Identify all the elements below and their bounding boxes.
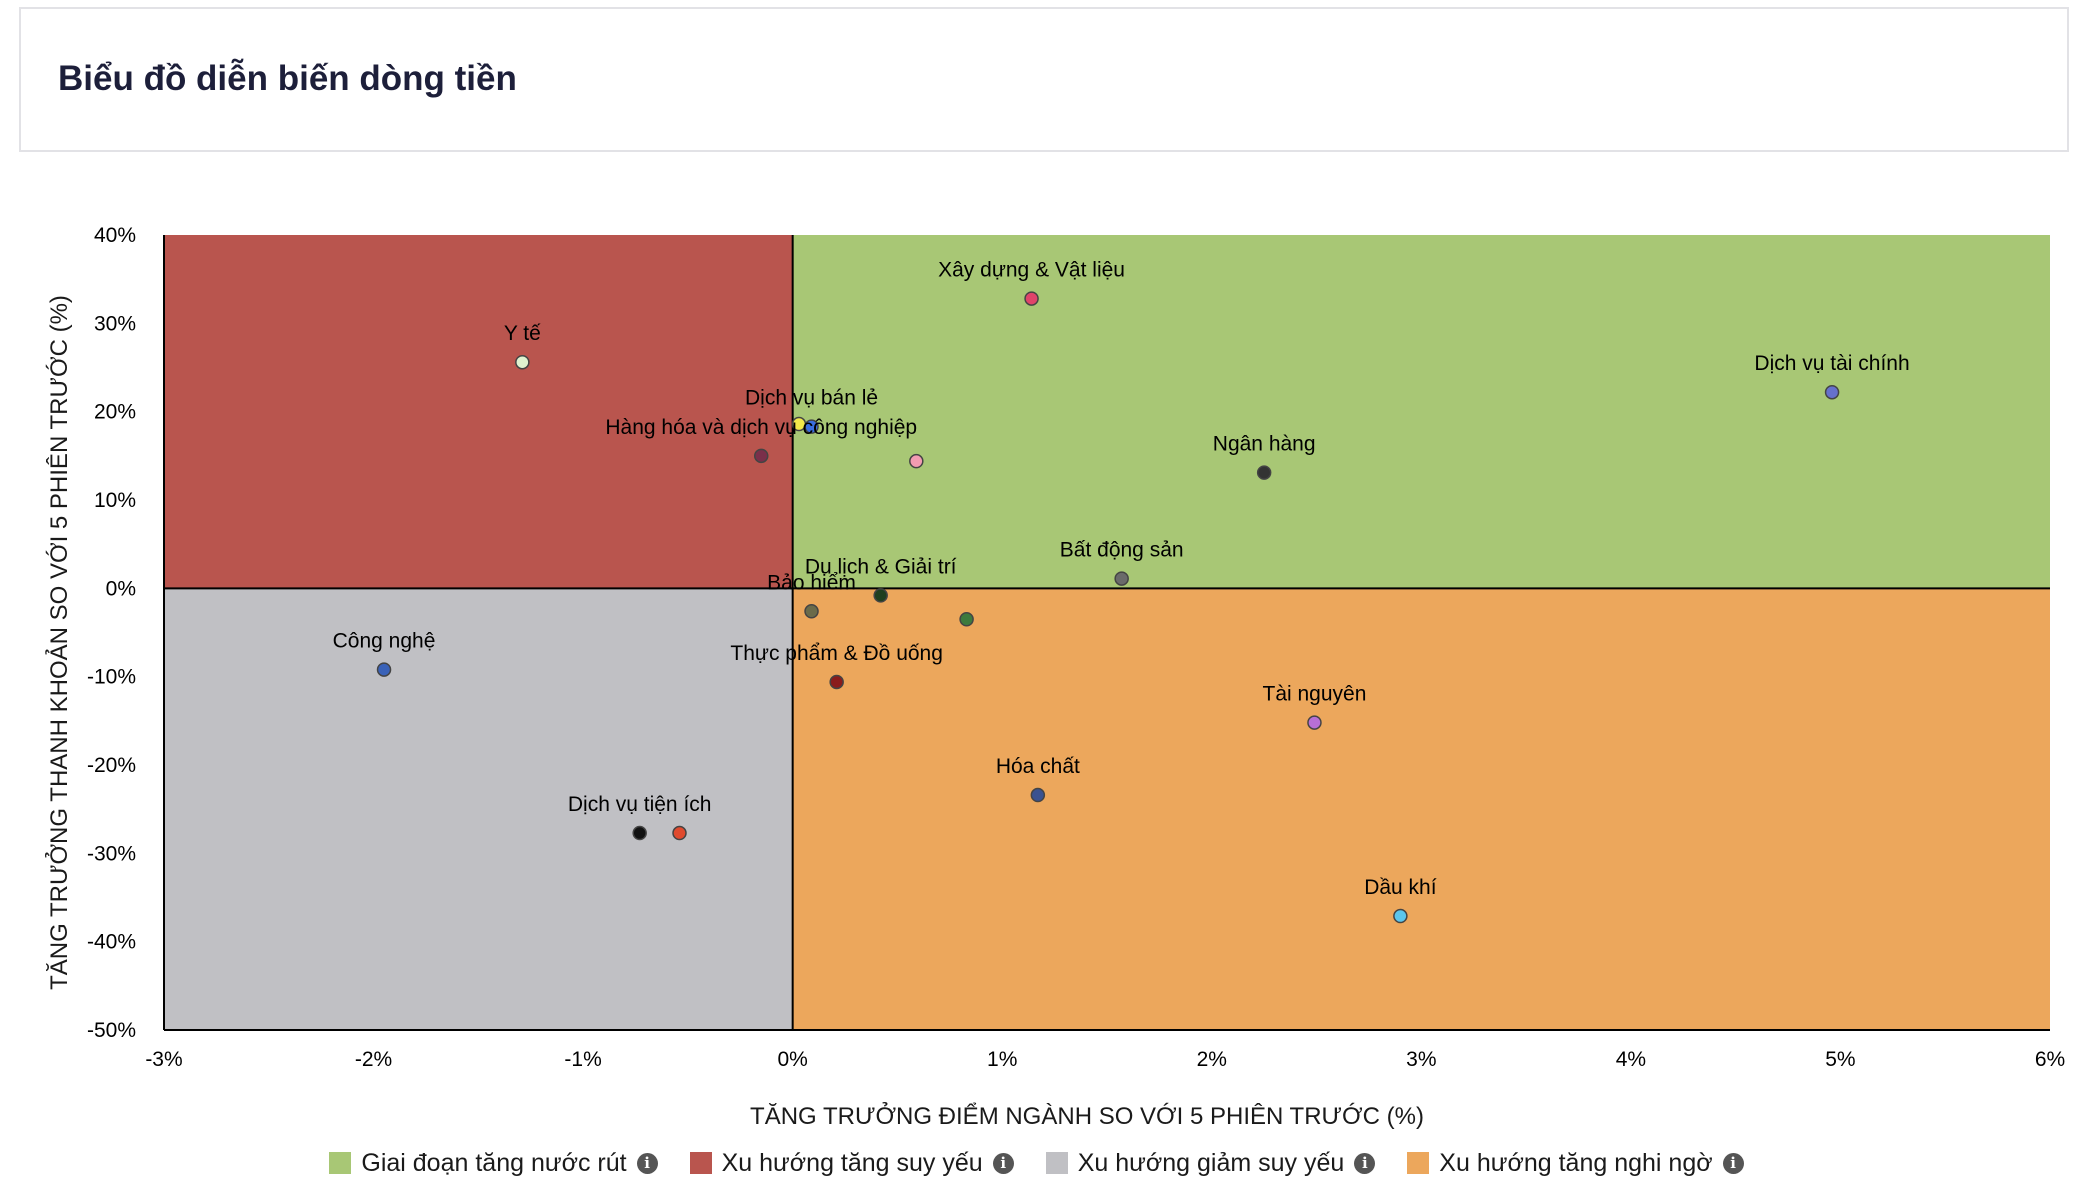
- data-point-label: Bất động sản: [1060, 539, 1184, 562]
- data-point[interactable]: [515, 354, 530, 370]
- data-point-label: Dịch vụ tài chính: [1754, 352, 1909, 375]
- data-point[interactable]: [873, 588, 888, 603]
- tick-labels: -3% -2% -1% 0% 1% 2% 3% 4% 5% 6% 40% 30% 20% 10% 0% -10…: [87, 224, 2065, 1071]
- data-point-label: Dầu khí: [1364, 876, 1437, 899]
- data-point[interactable]: [1307, 715, 1322, 730]
- x-tick-label: -1%: [564, 1048, 601, 1071]
- data-point-label: Du lịch & Giải trí: [805, 555, 957, 578]
- data-point[interactable]: [632, 825, 647, 841]
- data-point[interactable]: [1024, 291, 1039, 306]
- y-tick-label: -20%: [87, 754, 136, 777]
- legend-swatch: [1407, 1152, 1430, 1174]
- legend-item[interactable]: Giai đoạn tăng nước rút i: [329, 1148, 658, 1178]
- data-point[interactable]: [909, 453, 924, 469]
- legend-swatch: [1045, 1152, 1068, 1174]
- legend-label: Giai đoạn tăng nước rút: [361, 1148, 627, 1177]
- legend-item[interactable]: Xu hướng tăng suy yếu i: [689, 1148, 1014, 1178]
- y-tick-label: 10%: [94, 489, 136, 512]
- data-point-label: Dịch vụ bán lẻ: [745, 387, 878, 410]
- x-tick-label: 3%: [1406, 1048, 1436, 1071]
- data-point-label: Tài nguyên: [1263, 683, 1367, 706]
- data-point-label: Ngân hàng: [1213, 433, 1316, 456]
- x-tick-label: 2%: [1197, 1048, 1227, 1071]
- legend-label: Xu hướng tăng nghi ngờ: [1439, 1148, 1713, 1177]
- y-tick-label: 40%: [94, 224, 136, 247]
- legend-item[interactable]: Xu hướng tăng nghi ngờ i: [1407, 1148, 1744, 1178]
- y-tick-label: -50%: [87, 1019, 136, 1042]
- x-tick-label: 1%: [987, 1048, 1017, 1071]
- info-icon[interactable]: i: [1722, 1152, 1744, 1174]
- y-axis-title: TĂNG TRƯỞNG THANH KHOẢN SO VỚI 5 PHIÊN T…: [44, 295, 73, 990]
- y-tick-label: -30%: [87, 842, 136, 865]
- data-point[interactable]: [753, 448, 769, 464]
- legend-swatch: [689, 1152, 712, 1174]
- y-tick-label: -10%: [87, 666, 136, 689]
- quadrant-2: [164, 235, 793, 589]
- x-tick-label: -2%: [355, 1048, 392, 1071]
- point-labels: Xây dựng & Vật liệu Y tế Dịch vụ tài chính…: [333, 259, 1910, 899]
- data-point[interactable]: [804, 604, 819, 619]
- x-tick-label: 6%: [2035, 1048, 2065, 1071]
- quadrant-1: [792, 235, 2050, 589]
- legend-item[interactable]: Xu hướng giảm suy yếu i: [1045, 1148, 1376, 1178]
- scatter-chart: -3% -2% -1% 0% 1% 2% 3% 4% 5% 6% 40% 30% 20% 10% 0% -10…: [44, 224, 2065, 1130]
- info-icon[interactable]: i: [1354, 1152, 1376, 1174]
- chart-axes: [163, 235, 2050, 1031]
- x-axis-title: TĂNG TRƯỞNG ĐIỂM NGÀNH SO VỚI 5 PHIÊN TR…: [750, 1101, 1424, 1130]
- data-point-label: Công nghệ: [333, 630, 436, 653]
- chart-legend: Giai đoạn tăng nước rút i Xu hướng tăng su…: [0, 1146, 2073, 1180]
- data-points: [376, 291, 1840, 924]
- quadrant-backgrounds: [164, 235, 2050, 1030]
- data-point[interactable]: [1393, 908, 1408, 924]
- data-point[interactable]: [829, 674, 844, 690]
- data-point[interactable]: [1824, 384, 1840, 400]
- chart-header-card: Biểu đồ diễn biến dòng tiền: [19, 7, 2069, 152]
- data-point-label: Hóa chất: [996, 755, 1080, 778]
- y-tick-label: 30%: [94, 312, 136, 335]
- x-tick-label: 0%: [777, 1048, 807, 1071]
- legend-label: Xu hướng giảm suy yếu: [1077, 1148, 1345, 1177]
- info-icon[interactable]: i: [992, 1152, 1014, 1174]
- data-point-label: Hàng hóa và dịch vụ công nghiệp: [605, 416, 917, 439]
- data-point[interactable]: [672, 825, 687, 841]
- y-tick-label: 0%: [106, 577, 136, 600]
- data-point[interactable]: [959, 612, 974, 627]
- data-point[interactable]: [1114, 571, 1129, 586]
- data-point[interactable]: [376, 662, 392, 677]
- data-point-label: Bảo hiểm: [767, 571, 856, 594]
- x-tick-label: 5%: [1825, 1048, 1855, 1071]
- x-tick-label: -3%: [145, 1048, 182, 1071]
- data-point[interactable]: [1256, 465, 1272, 480]
- data-point-label: Y tế: [504, 322, 541, 345]
- data-point-label: Thực phẩm & Đồ uống: [730, 642, 943, 665]
- legend-swatch: [329, 1152, 352, 1174]
- quadrant-3: [164, 588, 793, 1030]
- data-point-label: Dịch vụ tiện ích: [568, 793, 712, 816]
- legend-label: Xu hướng tăng suy yếu: [721, 1148, 983, 1177]
- data-point[interactable]: [1030, 787, 1046, 803]
- page-title: Biểu đồ diễn biến dòng tiền: [58, 59, 517, 98]
- data-point[interactable]: [791, 416, 807, 432]
- data-point-label: Xây dựng & Vật liệu: [938, 259, 1125, 282]
- y-tick-label: -40%: [87, 931, 136, 954]
- x-tick-label: 4%: [1616, 1048, 1646, 1071]
- info-icon[interactable]: i: [636, 1152, 658, 1174]
- quadrant-4: [792, 588, 2050, 1030]
- y-tick-label: 20%: [94, 401, 136, 424]
